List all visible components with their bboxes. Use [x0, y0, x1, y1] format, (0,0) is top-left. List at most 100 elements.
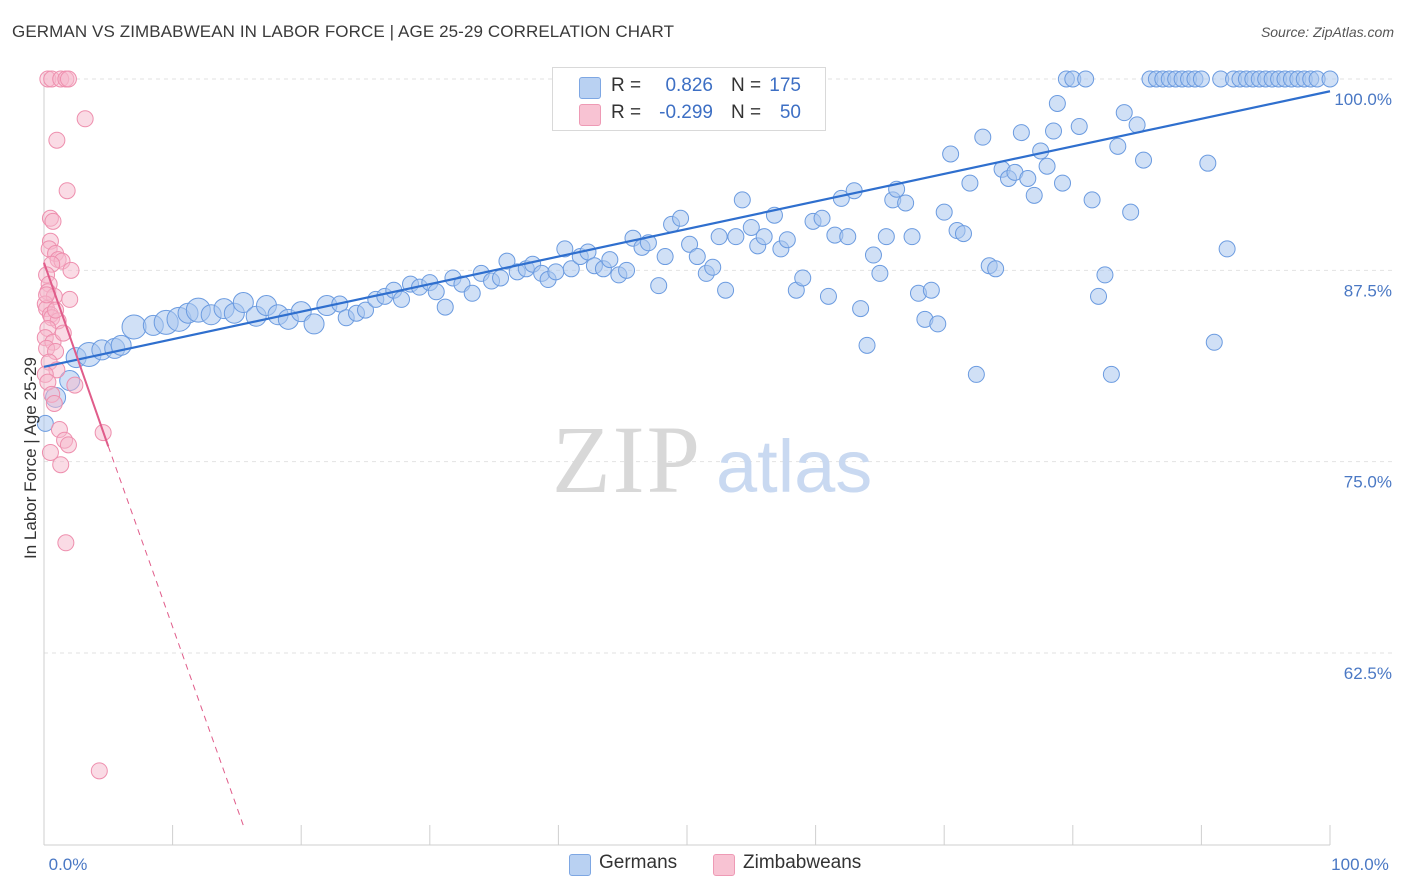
zimbabwean-point: [90, 762, 108, 780]
zimbabwean-point: [41, 443, 59, 461]
german-point: [1321, 70, 1339, 88]
zimbabweans-n-value: 50: [779, 102, 801, 123]
german-point: [601, 251, 619, 269]
zimbabwean-point: [61, 290, 79, 308]
german-point: [1192, 70, 1210, 88]
german-point: [498, 252, 516, 270]
y-tick-label: 75.0%: [1344, 473, 1392, 492]
zimbabweans-legend-swatch: [713, 854, 735, 876]
watermark-atlas: atlas: [716, 425, 872, 508]
zimbabwean-point: [62, 261, 80, 279]
german-point: [556, 240, 574, 258]
germans-n-value: 175: [769, 75, 801, 96]
germans-legend-swatch: [569, 854, 591, 876]
chart-source: Source: ZipAtlas.com: [1260, 24, 1394, 40]
y-tick-label: 62.5%: [1344, 664, 1392, 683]
y-axis-label: In Labor Force | Age 25-29: [21, 357, 40, 559]
legend-row-zimbabweans: R = -0.299 N = 50: [553, 101, 825, 127]
german-point: [704, 258, 722, 276]
german-point: [871, 264, 889, 282]
germans-swatch: [579, 77, 601, 99]
zimbabwean-point: [57, 534, 75, 552]
zimbabweans-r-value: -0.299: [659, 102, 713, 123]
german-point: [1218, 240, 1236, 258]
german-point: [1199, 154, 1217, 172]
german-point: [357, 301, 374, 319]
german-point: [618, 261, 636, 279]
german-point: [1038, 157, 1056, 175]
german-point: [1019, 169, 1037, 187]
zimbabweans-trend-extension: [107, 446, 246, 830]
german-point: [672, 209, 690, 227]
german-point: [688, 248, 706, 266]
german-point: [121, 314, 147, 340]
germans-legend-label: Germans: [599, 852, 678, 873]
german-point: [1054, 174, 1072, 192]
german-point: [1083, 191, 1101, 209]
german-point: [1012, 124, 1030, 142]
watermark-zip: ZIP: [552, 406, 702, 513]
y-tick-label: 87.5%: [1344, 281, 1392, 300]
y-tick-label: 100.0%: [1334, 90, 1392, 109]
zimbabwean-point: [58, 182, 76, 200]
german-point: [819, 287, 837, 305]
german-point: [1096, 266, 1114, 284]
german-point: [1115, 104, 1133, 122]
german-point: [1025, 186, 1043, 204]
german-point: [935, 203, 953, 221]
german-point: [897, 194, 915, 212]
german-point: [987, 260, 1005, 278]
zimbabwean-point: [45, 395, 63, 413]
axes: [43, 73, 1331, 846]
x-tick-labels: 0.0% 100.0%: [49, 855, 1389, 874]
german-point: [232, 291, 254, 313]
trend-lines: [43, 90, 1331, 830]
germans-n-label: N =: [731, 75, 762, 96]
germans-trend-line: [43, 90, 1331, 368]
zimbabweans-r-label: R =: [611, 102, 642, 123]
german-point: [727, 228, 745, 246]
german-point: [813, 209, 831, 227]
german-point: [794, 269, 812, 287]
german-point: [710, 228, 728, 246]
german-point: [1109, 137, 1127, 155]
zimbabwean-point: [59, 436, 77, 454]
y-tick-labels: 100.0% 87.5% 75.0% 62.5%: [1334, 90, 1392, 683]
zimbabweans-swatch: [579, 104, 601, 126]
german-point: [36, 414, 54, 432]
zimbabwean-point: [59, 70, 77, 88]
german-point: [427, 283, 445, 301]
series-legend: Germans Zimbabweans: [0, 852, 1406, 878]
german-point: [877, 228, 895, 246]
german-point: [1102, 365, 1120, 383]
german-point: [463, 284, 481, 302]
german-point: [903, 228, 921, 246]
german-point: [1205, 333, 1223, 351]
german-point: [303, 313, 325, 335]
zimbabweans-n-label: N =: [731, 102, 762, 123]
german-point: [650, 277, 668, 295]
zimbabwean-point: [48, 131, 66, 149]
german-point: [922, 281, 940, 299]
german-point: [393, 290, 411, 308]
german-point: [1090, 287, 1108, 305]
german-point: [733, 191, 751, 209]
german-point: [562, 260, 580, 278]
german-point: [942, 145, 960, 163]
german-point: [961, 174, 979, 192]
german-point: [681, 235, 699, 253]
german-point: [1045, 122, 1063, 140]
germans-r-label: R =: [611, 75, 642, 96]
zimbabwean-point: [38, 286, 56, 304]
german-point: [929, 315, 947, 333]
german-point: [717, 281, 735, 299]
german-point: [742, 218, 760, 236]
legend-row-germans: R = 0.826 N = 175: [553, 74, 825, 100]
german-point: [755, 228, 773, 246]
german-point: [864, 246, 882, 264]
german-point: [1122, 203, 1140, 221]
germans-r-value: 0.826: [665, 75, 713, 96]
german-point: [1077, 70, 1095, 88]
chart-title: GERMAN VS ZIMBABWEAN IN LABOR FORCE | AG…: [12, 22, 675, 41]
